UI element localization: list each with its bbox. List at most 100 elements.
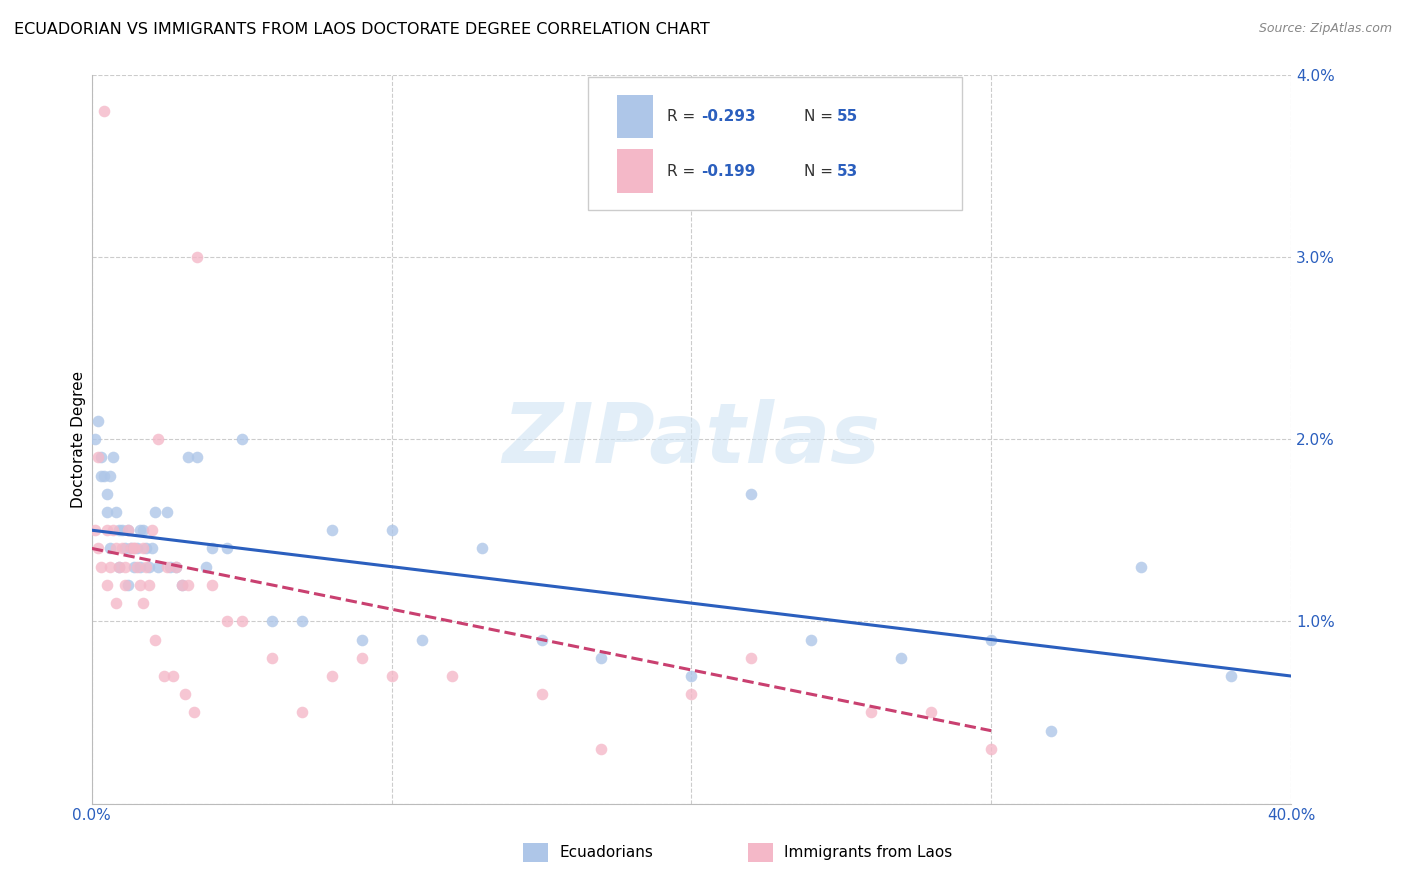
Text: -0.199: -0.199 [702, 163, 756, 178]
Point [107, 523, 129, 537]
Point [143, 632, 166, 647]
Point [135, 559, 157, 574]
Point [83, 523, 105, 537]
Point [96, 523, 118, 537]
Point [146, 432, 169, 446]
Point [681, 687, 703, 701]
Point [215, 541, 238, 556]
Point [260, 615, 283, 629]
Point [141, 541, 163, 556]
Text: ZIPatlas: ZIPatlas [502, 399, 880, 480]
Point [90, 450, 112, 465]
Point [530, 632, 553, 647]
Point [141, 523, 163, 537]
Point [90, 559, 112, 574]
Point [132, 523, 155, 537]
Point [107, 559, 129, 574]
Point [122, 559, 145, 574]
Point [177, 450, 200, 465]
Point [231, 432, 253, 446]
Point [681, 669, 703, 683]
Point [125, 541, 148, 556]
Point [201, 578, 224, 592]
Point [350, 632, 373, 647]
Point [128, 559, 150, 574]
Point [87, 450, 110, 465]
Point [132, 596, 155, 610]
Point [117, 578, 139, 592]
Point [96, 505, 118, 519]
Point [440, 669, 463, 683]
Point [96, 487, 118, 501]
Point [470, 541, 492, 556]
Point [146, 559, 169, 574]
Point [411, 632, 433, 647]
Text: 55: 55 [837, 109, 858, 124]
Point [321, 523, 343, 537]
Point [165, 559, 187, 574]
Point [740, 487, 762, 501]
Point [1040, 723, 1063, 738]
Point [120, 541, 142, 556]
Point [101, 523, 124, 537]
Y-axis label: Doctorate Degree: Doctorate Degree [72, 370, 86, 508]
Point [117, 523, 139, 537]
Text: ECUADORIAN VS IMMIGRANTS FROM LAOS DOCTORATE DEGREE CORRELATION CHART: ECUADORIAN VS IMMIGRANTS FROM LAOS DOCTO… [14, 22, 710, 37]
Point [83, 432, 105, 446]
Point [135, 541, 157, 556]
Point [98, 468, 121, 483]
Text: Ecuadorians: Ecuadorians [560, 846, 654, 860]
Point [143, 505, 166, 519]
Point [1220, 669, 1243, 683]
Point [260, 650, 283, 665]
Point [96, 578, 118, 592]
Point [321, 669, 343, 683]
Point [114, 578, 136, 592]
Point [114, 541, 136, 556]
Point [87, 541, 110, 556]
Point [170, 578, 193, 592]
Text: Source: ZipAtlas.com: Source: ZipAtlas.com [1258, 22, 1392, 36]
Point [231, 615, 253, 629]
Point [128, 578, 150, 592]
Point [101, 450, 124, 465]
Point [152, 669, 174, 683]
Point [860, 706, 883, 720]
Point [90, 468, 112, 483]
Point [165, 559, 187, 574]
Point [125, 559, 148, 574]
Point [107, 559, 129, 574]
Point [201, 541, 224, 556]
Point [138, 559, 160, 574]
Text: N =: N = [804, 163, 838, 178]
Point [170, 578, 193, 592]
Point [138, 578, 160, 592]
Point [194, 559, 217, 574]
Point [183, 706, 205, 720]
Point [740, 650, 762, 665]
Point [128, 523, 150, 537]
Point [156, 505, 179, 519]
Point [186, 450, 208, 465]
Point [800, 632, 823, 647]
Point [122, 541, 145, 556]
Point [93, 468, 115, 483]
Text: N =: N = [804, 109, 838, 124]
Point [132, 541, 155, 556]
Point [98, 541, 121, 556]
Point [87, 414, 110, 428]
Point [381, 669, 404, 683]
Point [291, 615, 314, 629]
Point [104, 541, 127, 556]
Point [156, 559, 179, 574]
Point [591, 742, 613, 756]
Point [104, 596, 127, 610]
Point [104, 505, 127, 519]
Point [980, 742, 1002, 756]
Point [591, 650, 613, 665]
Point [890, 650, 912, 665]
Point [291, 706, 314, 720]
Point [177, 578, 200, 592]
Point [159, 559, 181, 574]
Point [111, 541, 134, 556]
